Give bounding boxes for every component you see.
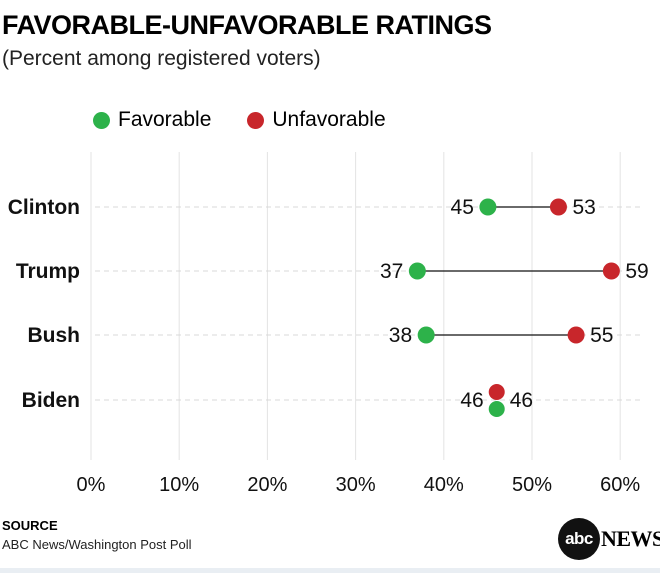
legend-favorable-label: Favorable	[118, 108, 212, 131]
abc-news-logo: abc NEWS	[558, 518, 660, 560]
legend-unfavorable-dot	[247, 111, 265, 129]
legend-favorable-dot	[93, 111, 110, 129]
legend-item-unfavorable: Unfavorable	[247, 108, 386, 132]
legend-item-favorable: Favorable	[93, 108, 211, 132]
chart-title: FAVORABLE-UNFAVORABLE RATINGS	[2, 10, 492, 40]
tick-label-50: 50%	[512, 474, 552, 496]
favorable-value-clinton: 45	[451, 196, 474, 219]
unfavorable-dot-bush	[567, 326, 585, 344]
tick-label-0: 0%	[77, 474, 106, 496]
unfavorable-value-bush: 55	[590, 324, 613, 347]
unfavorable-dot-clinton	[549, 198, 567, 216]
favorable-value-trump: 37	[380, 260, 403, 283]
abc-logo-word: NEWS	[601, 526, 660, 551]
favorable-value-bush: 38	[389, 324, 412, 347]
chart-subtitle: (Percent among registered voters)	[2, 47, 321, 70]
unfavorable-value-clinton: 53	[572, 196, 595, 219]
category-label-biden: Biden	[22, 389, 80, 412]
legend-unfavorable-label: Unfavorable	[272, 108, 386, 131]
favorable-dot-bush	[417, 326, 435, 344]
category-label-trump: Trump	[16, 260, 80, 283]
unfavorable-dot-biden	[488, 384, 505, 400]
bottom-rule	[0, 568, 660, 573]
unfavorable-value-trump: 59	[625, 260, 648, 283]
favorable-dot-trump	[408, 262, 426, 280]
unfavorable-dot-trump	[602, 262, 620, 280]
abc-logo-mark: abc	[558, 518, 600, 560]
category-label-clinton: Clinton	[8, 196, 80, 219]
source-heading: SOURCE	[2, 518, 58, 533]
tick-label-20: 20%	[247, 474, 287, 496]
tick-label-10: 10%	[159, 474, 199, 496]
dot-plot-chart: 0% 10% 20% 30% 40% 50% 60% Clinton 45 53 Trump 37 59…	[8, 152, 649, 496]
tick-label-40: 40%	[424, 474, 464, 496]
favorable-dot-biden	[488, 401, 505, 417]
favorable-value-biden: 46	[460, 389, 483, 412]
unfavorable-value-biden: 46	[510, 389, 533, 412]
favorable-dot-clinton	[479, 198, 497, 216]
legend: Favorable Unfavorable	[93, 108, 422, 132]
tick-label-30: 30%	[336, 474, 376, 496]
source-text: ABC News/Washington Post Poll	[2, 537, 192, 552]
category-label-bush: Bush	[28, 324, 81, 347]
tick-label-60: 60%	[600, 474, 640, 496]
